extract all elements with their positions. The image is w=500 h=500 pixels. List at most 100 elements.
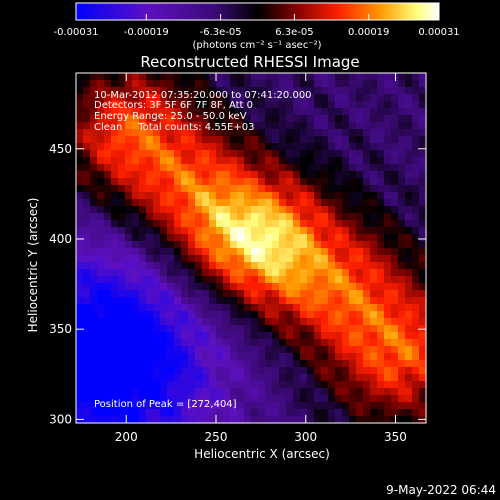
heatmap-cell xyxy=(209,157,217,165)
heatmap-cell xyxy=(300,87,308,95)
heatmap-cell xyxy=(370,297,378,305)
heatmap-cell xyxy=(349,192,357,200)
heatmap-cell xyxy=(230,297,238,305)
heatmap-cell xyxy=(307,115,315,123)
heatmap-cell xyxy=(118,416,126,424)
heatmap-cell xyxy=(216,409,224,417)
heatmap-cell xyxy=(293,101,301,109)
heatmap-cell xyxy=(258,80,266,88)
heatmap-cell xyxy=(412,178,420,186)
heatmap-cell xyxy=(328,416,336,424)
heatmap-cell xyxy=(286,381,294,389)
heatmap-cell xyxy=(188,346,196,354)
heatmap-cell xyxy=(97,262,105,270)
heatmap-cell xyxy=(125,108,133,116)
heatmap-cell xyxy=(160,108,168,116)
heatmap-cell xyxy=(223,381,231,389)
heatmap-cell xyxy=(335,360,343,368)
heatmap-cell xyxy=(209,199,217,207)
heatmap-cell xyxy=(209,339,217,347)
heatmap-cell xyxy=(286,192,294,200)
heatmap-cell xyxy=(132,304,140,312)
heatmap-cell xyxy=(384,346,392,354)
heatmap-cell xyxy=(237,332,245,340)
heatmap-cell xyxy=(146,178,154,186)
heatmap-cell xyxy=(195,346,203,354)
heatmap-cell xyxy=(223,80,231,88)
heatmap-cell xyxy=(125,339,133,347)
heatmap-cell xyxy=(363,136,371,144)
heatmap-cell xyxy=(258,227,266,235)
heatmap-cell xyxy=(314,73,322,81)
heatmap-cell xyxy=(125,332,133,340)
heatmap-cell xyxy=(307,255,315,263)
heatmap-cell xyxy=(97,248,105,256)
heatmap-cell xyxy=(104,388,112,396)
heatmap-cell xyxy=(76,332,84,340)
heatmap-cell xyxy=(265,262,273,270)
heatmap-cell xyxy=(349,108,357,116)
heatmap-cell xyxy=(237,115,245,123)
heatmap-cell xyxy=(230,367,238,375)
heatmap-cell xyxy=(356,129,364,137)
heatmap-cell xyxy=(111,290,119,298)
heatmap-cell xyxy=(398,269,406,277)
heatmap-cell xyxy=(83,199,91,207)
heatmap-cell xyxy=(202,101,210,109)
heatmap-cell xyxy=(181,395,189,403)
heatmap-cell xyxy=(314,381,322,389)
heatmap-cell xyxy=(153,213,161,221)
heatmap-cell xyxy=(293,402,301,410)
heatmap-cell xyxy=(209,381,217,389)
heatmap-cell xyxy=(167,241,175,249)
heatmap-cell xyxy=(398,297,406,305)
heatmap-cell xyxy=(146,192,154,200)
heatmap-cell xyxy=(174,255,182,263)
heatmap-cell xyxy=(160,276,168,284)
heatmap-cell xyxy=(300,297,308,305)
heatmap-cell xyxy=(300,255,308,263)
heatmap-cell xyxy=(132,269,140,277)
heatmap-cell xyxy=(272,213,280,221)
heatmap-cell xyxy=(125,234,133,242)
heatmap-cell xyxy=(90,213,98,221)
heatmap-cell xyxy=(251,213,259,221)
heatmap-cell xyxy=(188,325,196,333)
heatmap-cell xyxy=(216,115,224,123)
heatmap-cell xyxy=(300,80,308,88)
heatmap-cell xyxy=(307,164,315,172)
heatmap-cell xyxy=(279,346,287,354)
heatmap-cell xyxy=(265,416,273,424)
heatmap-cell xyxy=(391,416,399,424)
heatmap-cell xyxy=(370,276,378,284)
heatmap-cell xyxy=(335,129,343,137)
heatmap-cell xyxy=(181,325,189,333)
heatmap-cell xyxy=(251,381,259,389)
heatmap-cell xyxy=(132,213,140,221)
heatmap-cell xyxy=(321,374,329,382)
heatmap-cell xyxy=(181,276,189,284)
heatmap-cell xyxy=(174,402,182,410)
heatmap-cell xyxy=(307,269,315,277)
heatmap-cell xyxy=(104,213,112,221)
heatmap-cell xyxy=(118,381,126,389)
heatmap-cell xyxy=(314,101,322,109)
heatmap-cell xyxy=(195,367,203,375)
heatmap-cell xyxy=(244,87,252,95)
heatmap-cell xyxy=(167,213,175,221)
heatmap-cell xyxy=(258,164,266,172)
heatmap-cell xyxy=(342,227,350,235)
heatmap-cell xyxy=(398,150,406,158)
heatmap-cell xyxy=(223,332,231,340)
heatmap-cell xyxy=(342,234,350,242)
heatmap-cell xyxy=(237,269,245,277)
heatmap-cell xyxy=(384,283,392,291)
heatmap-cell xyxy=(391,290,399,298)
heatmap-cell xyxy=(398,388,406,396)
heatmap-cell xyxy=(146,248,154,256)
heatmap-cell xyxy=(118,402,126,410)
heatmap-cell xyxy=(328,129,336,137)
heatmap-cell xyxy=(370,192,378,200)
heatmap-cell xyxy=(335,276,343,284)
heatmap-cell xyxy=(132,199,140,207)
